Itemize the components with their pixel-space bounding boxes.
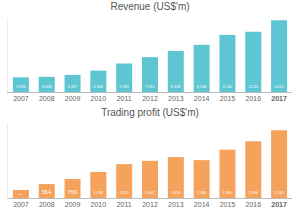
svg-text:2016: 2016	[245, 95, 261, 102]
svg-text:12,224: 12,224	[248, 85, 258, 89]
svg-text:769: 769	[68, 189, 77, 195]
svg-text:2,296: 2,296	[248, 191, 258, 195]
svg-text:2016: 2016	[245, 201, 261, 208]
svg-text:2008: 2008	[39, 201, 55, 208]
svg-text:564: 564	[42, 189, 51, 195]
svg-text:2010: 2010	[91, 95, 107, 102]
svg-text:2,969: 2,969	[16, 85, 26, 89]
svg-text:4,340: 4,340	[93, 85, 103, 89]
svg-text:2013: 2013	[168, 201, 184, 208]
svg-text:2012: 2012	[142, 95, 158, 102]
svg-text:2015: 2015	[220, 95, 236, 102]
svg-text:2014: 2014	[194, 95, 210, 102]
svg-text:1,536: 1,536	[197, 191, 207, 195]
svg-text:14,562: 14,562	[274, 85, 284, 89]
svg-text:11,540: 11,540	[222, 85, 232, 89]
svg-text:1,960: 1,960	[222, 191, 232, 195]
svg-text:2008: 2008	[39, 95, 55, 102]
svg-text:2013: 2013	[168, 95, 184, 102]
svg-text:5,780: 5,780	[119, 85, 129, 89]
svg-text:1,507: 1,507	[145, 191, 155, 195]
svg-text:Revenue (US$'m): Revenue (US$'m)	[110, 1, 189, 12]
svg-text:2009: 2009	[65, 201, 81, 208]
svg-text:2017: 2017	[271, 95, 287, 102]
svg-text:2009: 2009	[65, 95, 81, 102]
svg-text:Trading profit (US$'m): Trading profit (US$'m)	[101, 107, 199, 118]
svg-text:7,071: 7,071	[145, 85, 155, 89]
svg-text:2017: 2017	[271, 201, 287, 208]
svg-text:2007: 2007	[13, 201, 29, 208]
svg-text:8,333: 8,333	[171, 85, 181, 89]
svg-text:2010: 2010	[91, 201, 107, 208]
svg-text:2,746: 2,746	[274, 191, 284, 195]
svg-text:2011: 2011	[117, 95, 132, 102]
svg-text:2012: 2012	[142, 201, 158, 208]
svg-text:9,558: 9,558	[197, 85, 207, 89]
svg-text:1,372: 1,372	[119, 191, 129, 195]
svg-text:2007: 2007	[13, 95, 29, 102]
svg-text:2011: 2011	[117, 201, 132, 208]
svg-text:3,471: 3,471	[68, 85, 78, 89]
svg-text:324: 324	[19, 193, 23, 195]
svg-text:2014: 2014	[194, 201, 210, 208]
svg-text:3,068: 3,068	[42, 85, 52, 89]
svg-text:2015: 2015	[220, 201, 236, 208]
svg-text:1,659: 1,659	[171, 191, 181, 195]
svg-text:1,058: 1,058	[93, 191, 103, 195]
